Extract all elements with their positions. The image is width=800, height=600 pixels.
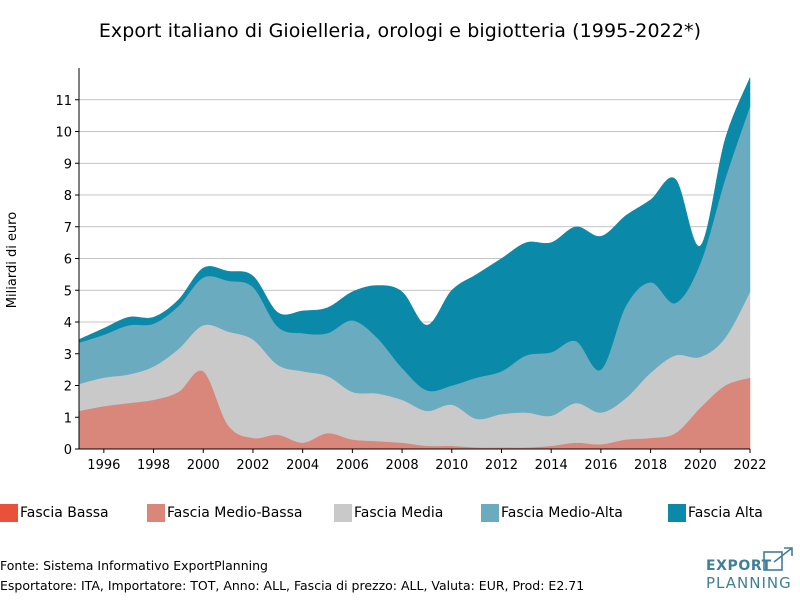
- legend-item-fascia-media: Fascia Media: [334, 504, 443, 522]
- legend-swatch-fascia-alta: [668, 504, 686, 522]
- y-tick-label-9: 9: [64, 157, 72, 172]
- y-tick-label-4: 4: [64, 316, 72, 331]
- logo-text-planning: PLANNING: [706, 574, 792, 592]
- legend-item-fascia-alta: Fascia Alta: [668, 504, 763, 522]
- legend-swatch-fascia-medio-bassa: [147, 504, 165, 522]
- legend: Fascia Bassa Fascia Medio-Bassa Fascia M…: [0, 504, 800, 526]
- y-tick-label-10: 10: [55, 126, 72, 141]
- x-tick-label-2016: 2016: [584, 458, 617, 473]
- legend-swatch-fascia-media: [334, 504, 352, 522]
- legend-swatch-fascia-bassa: [0, 504, 18, 522]
- legend-label-fascia-medio-bassa: Fascia Medio-Bassa: [167, 505, 303, 521]
- x-tick-label-2018: 2018: [634, 458, 667, 473]
- y-tick-label-7: 7: [64, 221, 72, 236]
- x-tick-label-2020: 2020: [684, 458, 717, 473]
- area-fascia-alta: [78, 77, 751, 392]
- y-tick-label-1: 1: [64, 411, 72, 426]
- footer-filters: Esportatore: ITA, Importatore: TOT, Anno…: [0, 578, 585, 593]
- y-tick-label-5: 5: [64, 284, 72, 299]
- footer-source: Fonte: Sistema Informativo ExportPlannin…: [0, 558, 268, 573]
- exportplanning-logo: EXPORT PLANNING: [706, 546, 796, 596]
- x-tick-label-2002: 2002: [236, 458, 269, 473]
- y-tick-label-6: 6: [64, 253, 72, 268]
- legend-item-fascia-medio-alta: Fascia Medio-Alta: [481, 504, 623, 522]
- legend-item-fascia-medio-bassa: Fascia Medio-Bassa: [147, 504, 302, 522]
- y-tick-label-2: 2: [64, 380, 72, 395]
- y-axis-label: Miliardi di euro: [5, 212, 20, 308]
- x-tick-label-2000: 2000: [187, 458, 220, 473]
- legend-label-fascia-medio-alta: Fascia Medio-Alta: [501, 505, 623, 521]
- chart-title: Export italiano di Gioielleria, orologi …: [98, 20, 702, 42]
- x-tick-label-2004: 2004: [286, 458, 319, 473]
- y-tick-label-0: 0: [64, 443, 72, 458]
- x-tick-label-2010: 2010: [435, 458, 468, 473]
- legend-swatch-fascia-medio-alta: [481, 504, 499, 522]
- x-tick-label-2014: 2014: [535, 458, 568, 473]
- y-tick-label-3: 3: [64, 348, 72, 363]
- legend-item-fascia-bassa: Fascia Bassa: [0, 504, 109, 522]
- x-tick-label-2012: 2012: [485, 458, 518, 473]
- x-tick-label-2008: 2008: [386, 458, 419, 473]
- logo-text-export: EXPORT: [706, 558, 772, 574]
- x-tick-label-1998: 1998: [137, 458, 170, 473]
- x-tick-label-2022: 2022: [733, 458, 766, 473]
- legend-label-fascia-bassa: Fascia Bassa: [20, 505, 109, 521]
- logo-mark-icon: [763, 547, 793, 571]
- legend-label-fascia-media: Fascia Media: [354, 505, 444, 521]
- y-tick-label-11: 11: [55, 94, 72, 109]
- legend-label-fascia-alta: Fascia Alta: [688, 505, 763, 521]
- x-tick-label-2006: 2006: [336, 458, 369, 473]
- x-tick-label-1996: 1996: [87, 458, 120, 473]
- y-tick-label-8: 8: [64, 189, 72, 204]
